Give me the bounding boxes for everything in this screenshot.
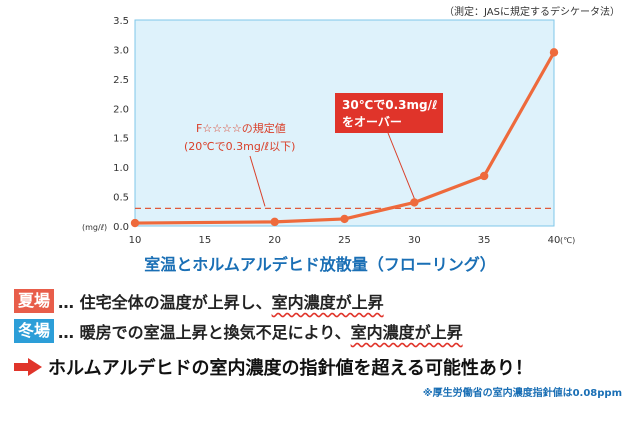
over-callout-line1: 30℃で0.3mg/ℓ xyxy=(342,98,438,112)
summer-badge: 夏場 xyxy=(14,289,55,313)
over-callout-line2: をオーバー xyxy=(342,115,402,129)
y-tick-label: 0.5 xyxy=(113,193,129,204)
data-point xyxy=(479,171,489,181)
x-tick-label: 30 xyxy=(408,235,421,246)
x-tick-label: 40 xyxy=(548,235,561,246)
y-tick-label: 0.0 xyxy=(113,222,129,233)
data-point xyxy=(410,198,419,207)
over-callout-leader xyxy=(387,132,415,199)
y-tick-label: 2.5 xyxy=(113,75,129,86)
chart-title: 室温とホルムアルデヒド放散量（フローリング） xyxy=(144,255,496,274)
x-tick-label: 20 xyxy=(268,235,281,246)
footnote: ※厚生労働省の室内濃度指針値は0.08ppm xyxy=(422,388,622,399)
y-tick-label: 2.0 xyxy=(113,104,129,115)
x-tick-label: 15 xyxy=(198,235,211,246)
x-tick-label: 35 xyxy=(478,235,491,246)
y-unit-label: (mg/ℓ) xyxy=(82,223,107,232)
winter-highlight: 室内濃度が上昇 xyxy=(350,323,463,342)
conclusion-row: ホルムアルデヒドの室内濃度の指針値を超える可能性あり！ xyxy=(14,354,533,380)
summer-row: 夏場 … 住宅全体の温度が上昇し、 室内濃度が上昇 xyxy=(14,289,384,313)
summer-text: … 住宅全体の温度が上昇し、 xyxy=(58,293,272,312)
conclusion-text: ホルムアルデヒドの室内濃度の指針値を超える可能性あり！ xyxy=(48,358,533,379)
winter-text: … 暖房での室温上昇と換気不足により、 xyxy=(58,323,351,342)
formaldehyde-line-chart: 0.0 0.5 1.0 1.5 2.0 2.5 3.0 3.5 (mg/ℓ) 10 15 20 25 30… xyxy=(82,16,575,246)
winter-badge: 冬場 xyxy=(14,319,55,343)
y-tick-label: 1.0 xyxy=(113,163,129,174)
over-callout-box xyxy=(335,93,443,133)
data-point xyxy=(270,217,279,227)
data-point xyxy=(340,214,349,224)
series-line xyxy=(134,51,556,225)
y-tick-label: 1.5 xyxy=(113,134,129,145)
threshold-label: F☆☆☆☆の規定値 xyxy=(196,121,286,135)
threshold-leader xyxy=(249,155,266,207)
y-tick-label: 3.0 xyxy=(113,45,129,56)
x-unit-label: (℃) xyxy=(560,236,575,245)
data-point xyxy=(130,218,140,228)
x-tick-label: 10 xyxy=(129,235,142,246)
arrow-right-icon xyxy=(14,358,42,376)
summer-highlight: 室内濃度が上昇 xyxy=(271,293,384,312)
x-tick-label: 25 xyxy=(338,235,351,246)
measurement-note: （測定：JASに規定するデシケータ法） xyxy=(444,7,620,18)
winter-row: 冬場 … 暖房での室温上昇と換気不足により、 室内濃度が上昇 xyxy=(14,319,463,343)
y-tick-label: 3.5 xyxy=(113,16,129,27)
data-point xyxy=(549,48,559,57)
threshold-condition-label: (20℃で0.3mg/ℓ以下) xyxy=(184,140,295,153)
